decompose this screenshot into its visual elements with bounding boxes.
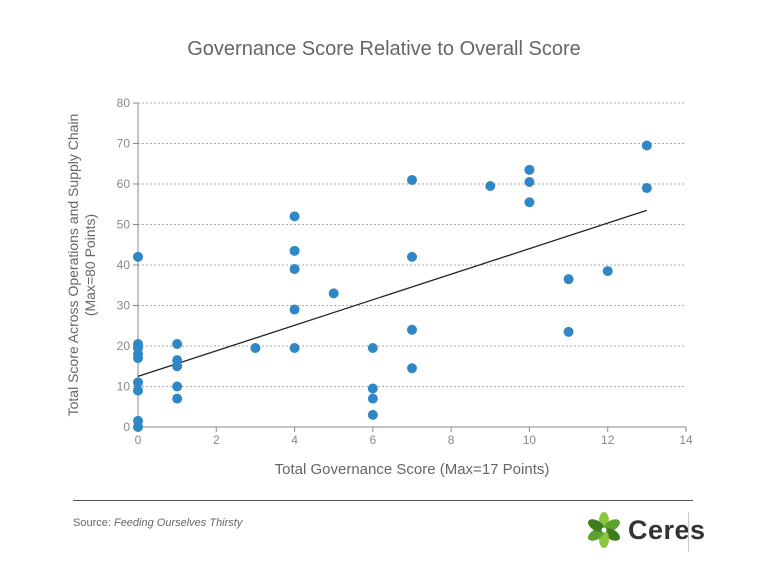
source-prefix: Source: bbox=[73, 517, 114, 529]
tick-labels: 0 10 20 30 40 50 60 70 80 0 2 4 6 8 10 12 14 bbox=[117, 96, 693, 447]
x-tick-label: 10 bbox=[523, 433, 537, 447]
logo-divider bbox=[688, 512, 689, 552]
axes bbox=[133, 102, 687, 432]
x-tick-label: 12 bbox=[601, 433, 615, 447]
y-tick-label: 20 bbox=[117, 339, 131, 353]
data-point bbox=[250, 343, 261, 354]
data-point bbox=[407, 251, 417, 262]
footer-divider bbox=[73, 500, 693, 501]
data-point bbox=[367, 409, 378, 420]
data-point bbox=[328, 288, 339, 299]
y-axis-label-line-1: Total Score Across Operations and Supply… bbox=[65, 113, 81, 417]
data-point bbox=[172, 381, 183, 392]
data-point bbox=[524, 197, 535, 208]
data-point bbox=[563, 274, 574, 285]
logo-center bbox=[601, 527, 607, 533]
x-axis-label: Total Governance Score (Max=17 Points) bbox=[274, 461, 550, 478]
data-point bbox=[367, 393, 378, 404]
data-point bbox=[289, 264, 300, 275]
y-tick-label: 50 bbox=[117, 218, 131, 232]
x-tick-label: 8 bbox=[448, 433, 455, 447]
x-tick-label: 4 bbox=[291, 433, 298, 447]
data-point bbox=[524, 164, 535, 175]
data-points bbox=[133, 140, 652, 432]
ceres-logo: Ceres bbox=[586, 512, 706, 548]
data-point bbox=[172, 393, 183, 404]
data-point bbox=[172, 361, 183, 372]
data-point bbox=[367, 383, 378, 394]
data-point bbox=[407, 174, 417, 185]
y-axis-label: Total Score Across Operations and Supply… bbox=[65, 95, 99, 435]
logo-petal bbox=[588, 519, 605, 532]
data-point bbox=[172, 338, 183, 349]
trendline-group bbox=[137, 209, 648, 377]
data-point bbox=[485, 181, 496, 192]
y-tick-label: 30 bbox=[117, 299, 131, 313]
data-point bbox=[133, 377, 143, 388]
data-point bbox=[133, 353, 143, 364]
data-point bbox=[407, 363, 417, 374]
data-point bbox=[524, 176, 535, 187]
y-axis-label-line-2: (Max=80 Points) bbox=[82, 213, 98, 317]
grid-lines bbox=[138, 102, 686, 387]
x-tick-label: 2 bbox=[213, 433, 220, 447]
y-tick-label: 0 bbox=[123, 420, 130, 434]
data-point bbox=[641, 183, 652, 194]
data-point bbox=[407, 324, 417, 335]
data-point bbox=[289, 211, 300, 222]
y-tick-label: 40 bbox=[117, 258, 131, 272]
data-point bbox=[367, 343, 378, 354]
data-point bbox=[289, 343, 300, 354]
ceres-leaf-icon bbox=[588, 512, 620, 548]
x-tick-label: 0 bbox=[135, 433, 142, 447]
chart-title: Governance Score Relative to Overall Sco… bbox=[187, 38, 581, 60]
x-tick-label: 6 bbox=[370, 433, 377, 447]
data-point bbox=[602, 266, 613, 277]
logo-text: Ceres bbox=[628, 514, 706, 545]
source-note: Source: Feeding Ourselves Thirsty bbox=[73, 517, 242, 529]
data-point bbox=[133, 422, 143, 432]
data-point bbox=[563, 326, 574, 337]
y-tick-label: 70 bbox=[117, 137, 131, 151]
y-tick-label: 10 bbox=[117, 380, 131, 394]
y-tick-label: 60 bbox=[117, 177, 131, 191]
data-point bbox=[133, 251, 143, 262]
x-tick-label: 14 bbox=[679, 433, 693, 447]
data-point bbox=[289, 245, 300, 256]
y-tick-label: 80 bbox=[117, 96, 131, 110]
data-point bbox=[289, 304, 300, 315]
trendline bbox=[137, 209, 648, 377]
source-title: Feeding Ourselves Thirsty bbox=[113, 517, 243, 529]
data-point bbox=[133, 385, 143, 396]
data-point bbox=[641, 140, 652, 151]
